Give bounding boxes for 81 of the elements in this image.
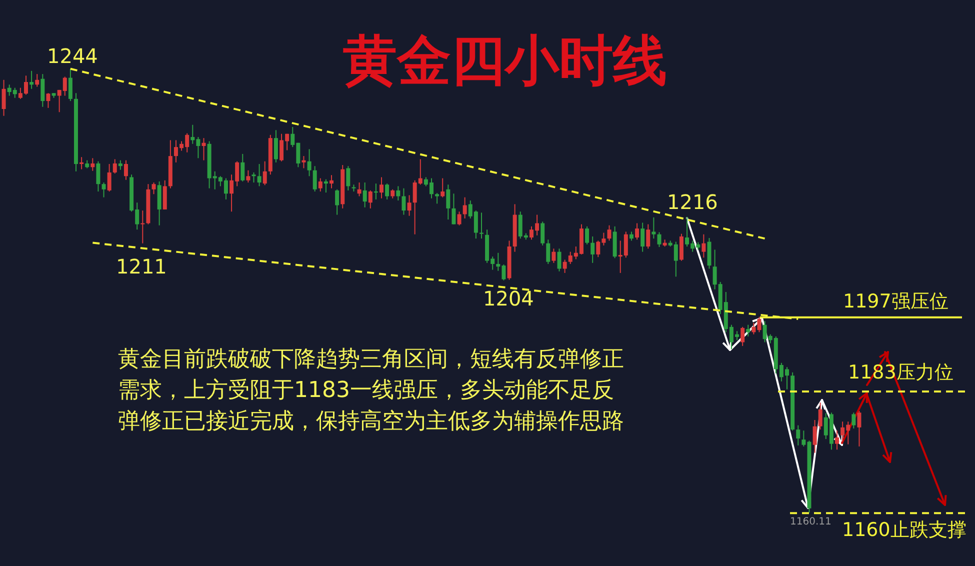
candlestick xyxy=(107,163,112,192)
candlestick xyxy=(479,212,484,240)
text: 黄金四小时线 xyxy=(343,29,667,92)
candlestick xyxy=(368,190,372,209)
candlestick xyxy=(252,172,256,183)
candlestick xyxy=(102,182,106,198)
candlestick xyxy=(40,74,45,108)
candlestick xyxy=(90,158,95,172)
candlestick xyxy=(462,196,467,219)
candlestick xyxy=(302,156,306,169)
candlestick xyxy=(246,170,250,183)
candlestick xyxy=(402,188,406,216)
candlestick xyxy=(796,424,800,446)
annotation: 1160.11 xyxy=(790,516,832,528)
candlestick xyxy=(407,194,412,216)
candlestick xyxy=(457,211,462,226)
candlestick xyxy=(307,148,312,177)
candlestick xyxy=(635,222,640,240)
candlestick xyxy=(546,239,550,264)
candlestick xyxy=(452,193,456,225)
candlestick xyxy=(357,182,362,197)
candlestick xyxy=(740,326,745,346)
candlestick xyxy=(440,178,445,198)
candlestick xyxy=(140,210,145,244)
candlestick xyxy=(835,430,840,450)
candlestick xyxy=(812,420,817,454)
candlestick xyxy=(162,180,167,210)
candlestick xyxy=(607,224,612,242)
annotation: 1216 xyxy=(667,190,718,214)
candlestick xyxy=(2,79,6,116)
candlestick xyxy=(679,233,684,262)
candlestick xyxy=(380,176,384,199)
candlestick xyxy=(702,234,706,258)
annotation: 1211 xyxy=(116,254,167,278)
annotation: 黄金目前跌破破下降趋势三角区间，短线有反弹修正需求，上方受阻于1183一线强压，多头动能不足反弹修正已接近完成，保持高空为主低多为辅操作思路 xyxy=(118,346,625,436)
candlestick xyxy=(118,160,122,170)
candlestick xyxy=(746,324,750,337)
candlestick xyxy=(324,178,328,194)
candlestick xyxy=(446,184,450,220)
ref-line-label: 1160止跌支撑 xyxy=(842,519,966,542)
candlestick xyxy=(152,182,156,195)
candlestick xyxy=(335,188,340,216)
candlestick xyxy=(562,259,567,274)
candlestick xyxy=(257,163,262,187)
candlestick xyxy=(46,92,50,108)
candlestick xyxy=(385,183,390,200)
candlestick xyxy=(590,236,595,264)
candlestick xyxy=(552,248,556,264)
candlestick xyxy=(240,153,245,182)
candlestick xyxy=(274,130,278,163)
annotation: 1204 xyxy=(483,286,534,310)
candlestick xyxy=(818,402,822,430)
candlestick xyxy=(68,68,72,102)
candlestick xyxy=(96,160,100,192)
candlestick xyxy=(262,160,267,186)
candlestick xyxy=(346,166,350,191)
candlestick xyxy=(202,138,206,161)
candlestick xyxy=(124,160,128,180)
candlestick xyxy=(707,238,712,270)
candlestick xyxy=(585,226,590,245)
candlestick xyxy=(657,232,662,248)
candlestick xyxy=(557,248,562,272)
candlestick xyxy=(852,412,856,429)
candlestick xyxy=(35,74,40,88)
candlestick xyxy=(646,224,650,250)
candlestick xyxy=(435,192,440,204)
candlestick xyxy=(80,156,84,170)
annotation: 1244 xyxy=(47,44,98,68)
candlestick xyxy=(362,182,367,208)
candlestick xyxy=(312,166,317,192)
candlestick xyxy=(112,158,117,174)
candlestick xyxy=(396,186,400,201)
candlestick xyxy=(30,70,34,90)
candlestick xyxy=(640,222,645,252)
candlestick xyxy=(318,178,322,192)
candlestick xyxy=(330,174,334,189)
candlestick xyxy=(652,216,656,240)
candlestick xyxy=(540,221,545,246)
candlestick xyxy=(374,183,378,200)
ref-line-label: 1197强压位 xyxy=(843,290,948,312)
candlestick xyxy=(857,410,862,447)
